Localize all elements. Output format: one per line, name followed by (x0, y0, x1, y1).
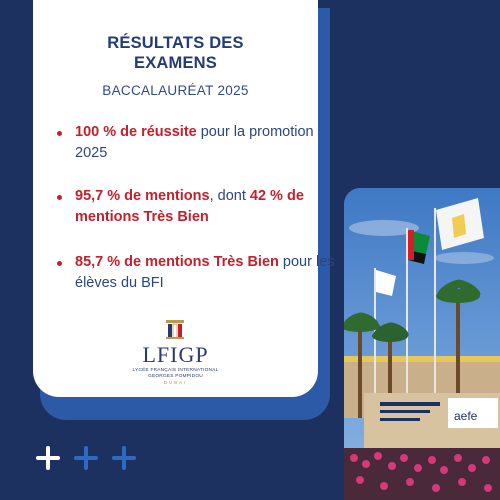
list-item: 100 % de réussite pour la promotion 2025 (51, 122, 337, 164)
school-photo: aefe (344, 188, 500, 500)
title-line-2: EXAMENS (134, 54, 217, 72)
crest-icon (166, 320, 184, 339)
subtitle: BACCALAURÉAT 2025 (102, 83, 249, 98)
aefe-sign-text: aefe (454, 409, 478, 423)
list-item: 85,7 % de mentions Très Bien pour les él… (51, 252, 337, 294)
body-text: pour la promotion 2025 (75, 124, 314, 161)
bullet-dot-icon (57, 261, 62, 266)
plus-icon (36, 446, 60, 470)
logo-subline-1: LYCÉE FRANÇAIS INTERNATIONAL (132, 368, 219, 373)
plus-icon (74, 446, 98, 470)
highlight-text: 85,7 % de mentions Très Bien (75, 254, 279, 270)
body-text: pour les élèves du BFI (75, 254, 335, 291)
bullet-dot-icon (57, 131, 62, 136)
title-line-1: RÉSULTATS DES (107, 34, 244, 52)
highlight-text: 95,7 % de mentions (75, 188, 210, 204)
highlight-text-2: 42 % de mentions Très Bien (75, 188, 304, 225)
school-logo: LFIGP LYCÉE FRANÇAIS INTERNATIONAL GEORG… (118, 318, 233, 388)
list-item: 95,7 % de mentions, dont 42 % de mention… (51, 186, 337, 228)
logo-name: LFIGP (142, 342, 209, 367)
school-entrance-image: aefe (344, 188, 500, 500)
highlight-text: 100 % de réussite (75, 124, 197, 140)
bullet-dot-icon (57, 195, 62, 200)
page-title: RÉSULTATS DES EXAMENS (33, 33, 318, 73)
body-text: , dont (209, 188, 250, 204)
logo-subline-2: GEORGES POMPIDOU (148, 374, 203, 379)
plus-icon (112, 446, 136, 470)
logo-subtitle: LYCÉE FRANÇAIS INTERNATIONAL GEORGES POM… (118, 368, 233, 380)
results-card: RÉSULTATS DES EXAMENS BACCALAURÉAT 2025 … (33, 0, 335, 397)
logo-city: DUBAI (163, 380, 188, 385)
